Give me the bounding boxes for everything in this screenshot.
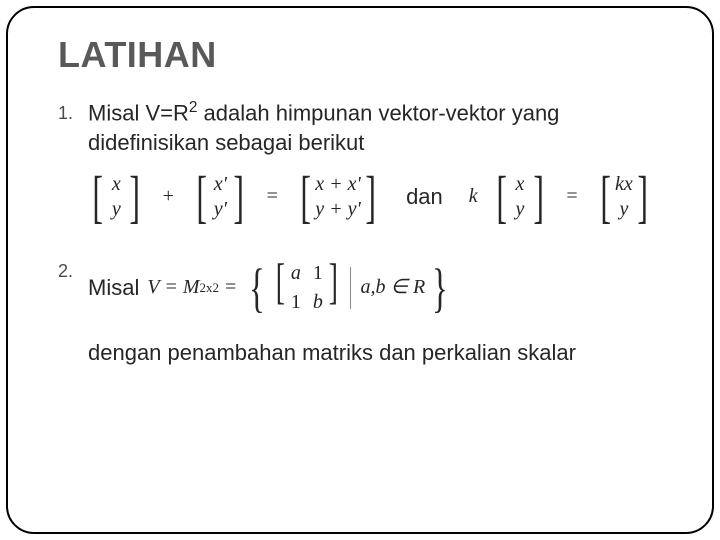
vector-sum: [ x + x'y + y' ] <box>296 168 380 226</box>
item-body: Misal V = M2x2 = { [ a1 1b <box>88 256 672 320</box>
matrix-2x2: [ a1 1b ] <box>272 256 341 320</box>
item-number: 1. <box>58 98 88 125</box>
list-item: 1. Misal V=R2 adalah himpunan vektor-vek… <box>58 98 672 246</box>
scalar-k: k <box>469 183 478 210</box>
equation-row-1: [ xy ] + [ x'y' ] = [ x + x'y + y' ] <box>88 168 672 226</box>
such-that-bar <box>350 267 351 309</box>
dan-label: dan <box>394 182 455 212</box>
item2-line: Misal V = M2x2 = { [ a1 1b <box>88 256 672 320</box>
vector-c: [ xy ] <box>492 168 549 226</box>
item1-text: Misal V=R2 adalah himpunan vektor-vektor… <box>88 98 672 158</box>
slide-frame: LATIHAN 1. Misal V=R2 adalah himpunan ve… <box>6 6 714 534</box>
exercise-list: 1. Misal V=R2 adalah himpunan vektor-vek… <box>58 98 672 320</box>
misal-label: Misal <box>88 273 139 303</box>
plus-op: + <box>159 183 178 210</box>
vector-a: [ xy ] <box>88 168 145 226</box>
set-expression: V = M2x2 = { [ a1 1b ] <box>147 256 455 320</box>
vector-kc: [ kxy ] <box>596 168 653 226</box>
eq-op: = <box>263 183 282 210</box>
item-number: 2. <box>58 256 88 283</box>
eq-op-2: = <box>562 183 581 210</box>
condition: a,b ∈ R <box>359 274 426 301</box>
list-item: 2. Misal V = M2x2 = { [ a1 1b <box>58 256 672 320</box>
item-body: Misal V=R2 adalah himpunan vektor-vektor… <box>88 98 672 246</box>
item2-followup: dengan penambahan matriks dan perkalian … <box>88 340 672 366</box>
vector-b: [ x'y' ] <box>192 168 249 226</box>
slide-title: LATIHAN <box>58 34 672 76</box>
